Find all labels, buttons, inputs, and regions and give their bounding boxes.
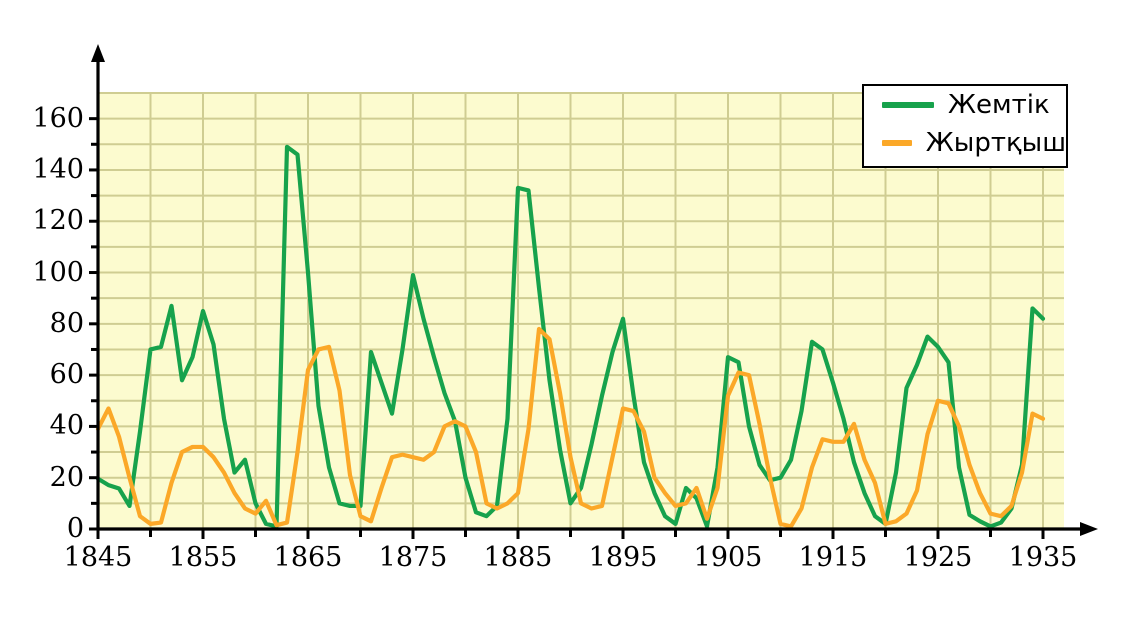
axis-layer: [89, 44, 1098, 539]
legend-item-prey: Жемтік: [864, 86, 1066, 124]
legend-swatch-prey: [882, 102, 934, 108]
x-tick-label: 1895: [588, 542, 658, 573]
chart-legend: Жемтік Жыртқыш: [862, 84, 1068, 168]
legend-swatch-predator: [882, 140, 912, 146]
x-tick-label: 1905: [693, 542, 763, 573]
y-tick-label: 100: [32, 256, 84, 288]
series-line-predator: [95, 326, 1046, 529]
y-tick-label: 20: [49, 461, 84, 493]
legend-label-predator: Жыртқыш: [925, 128, 1066, 158]
data-series-layer: [95, 144, 1046, 529]
y-tick-label: 160: [32, 102, 84, 134]
legend-label-prey: Жемтік: [948, 90, 1050, 120]
y-tick-label: 40: [49, 410, 84, 442]
x-tick-label: 1855: [168, 542, 238, 573]
x-tick-label: 1865: [273, 542, 343, 573]
x-tick-label: 1875: [378, 542, 448, 573]
legend-item-predator: Жыртқыш: [864, 124, 1066, 162]
x-tick-label: 1885: [483, 542, 553, 573]
x-tick-label: 1925: [903, 542, 973, 573]
y-tick-label: 80: [49, 307, 84, 339]
y-tick-label: 0: [66, 513, 84, 544]
y-tick-label: 140: [32, 153, 84, 185]
x-tick-label: 1915: [798, 542, 868, 573]
y-tick-label: 120: [32, 205, 84, 237]
grid-lines: [97, 92, 1064, 530]
y-tick-label: 60: [49, 359, 84, 391]
x-tick-label: 1845: [63, 542, 133, 573]
x-tick-label: 1935: [1008, 542, 1078, 573]
